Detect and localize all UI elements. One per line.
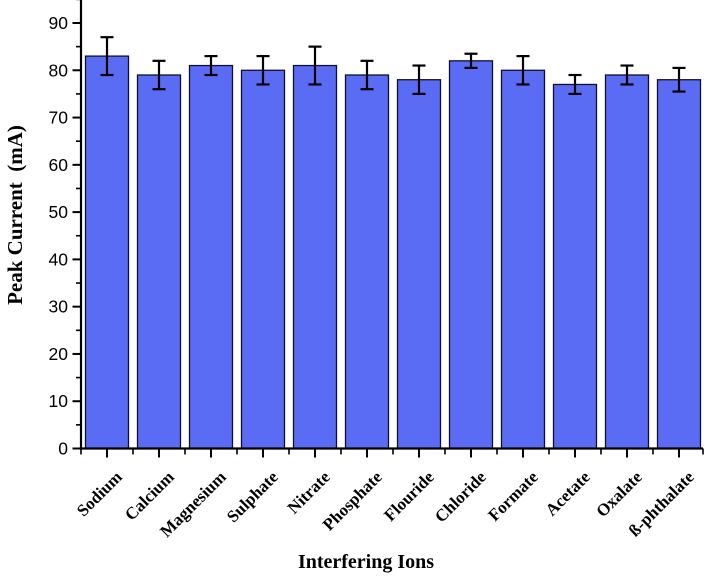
x-axis-title: Interfering Ions xyxy=(297,551,435,573)
y-tick-label: 90 xyxy=(49,13,69,33)
y-tick-label: 70 xyxy=(49,108,69,128)
bar-formate xyxy=(500,69,546,450)
bar-nitrate xyxy=(292,64,338,450)
x-tick-label: Chloride xyxy=(431,467,490,526)
y-tick-label: 20 xyxy=(49,344,69,364)
y-tick-label: 60 xyxy=(49,155,69,175)
bar-chloride xyxy=(448,60,494,450)
bar-sodium xyxy=(84,55,130,450)
x-tick-label: Sulphate xyxy=(223,467,282,526)
x-tick-label: Flouride xyxy=(380,467,438,525)
bar-oxalate xyxy=(604,74,650,450)
y-tick-label: 0 xyxy=(58,439,68,459)
y-tick-label: 50 xyxy=(49,202,69,222)
y-tick-label: 40 xyxy=(49,249,69,269)
y-tick-label: 30 xyxy=(49,297,69,317)
x-tick-label: Sodium xyxy=(73,467,126,520)
bar-acetate xyxy=(552,83,598,450)
x-tick-label: Formate xyxy=(484,467,542,525)
bar-magnesium xyxy=(188,64,234,450)
y-tick-label: 10 xyxy=(49,391,69,411)
bar-flouride xyxy=(396,79,442,450)
bar-phosphate xyxy=(344,74,390,450)
y-tick-label: 80 xyxy=(49,60,69,80)
x-tick-label: Acetate xyxy=(542,467,594,519)
bar-calcium xyxy=(136,74,182,450)
x-tick-label: Nitrate xyxy=(284,467,334,517)
y-axis-title: Peak Current (mA) xyxy=(3,125,27,305)
bar-ß-phthalate xyxy=(656,79,702,450)
bar-sulphate xyxy=(240,69,286,450)
